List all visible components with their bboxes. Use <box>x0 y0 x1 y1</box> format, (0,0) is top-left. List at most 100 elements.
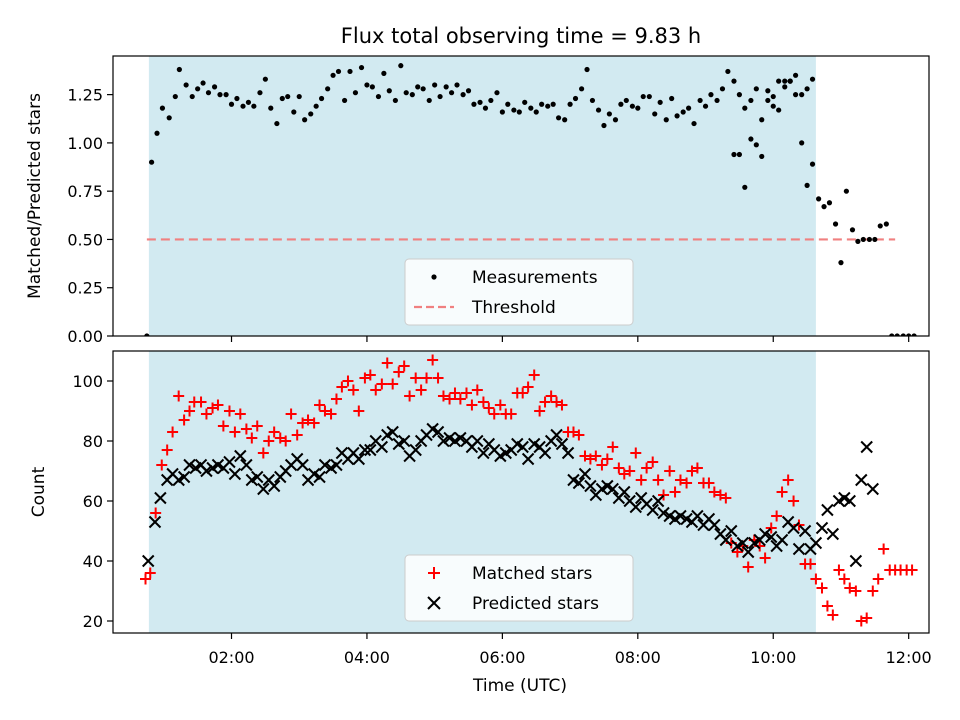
predicted-star-point <box>516 440 529 454</box>
predicted-star-point <box>725 524 738 538</box>
predicted-star-point <box>584 479 597 493</box>
measurement-point <box>900 333 906 336</box>
matched-star-point <box>449 387 461 399</box>
matched-star-point <box>810 573 822 585</box>
measurement-point <box>217 92 223 98</box>
predicted-star-point <box>240 458 253 472</box>
measurement-point <box>792 92 799 98</box>
measurement-point <box>809 76 816 82</box>
matched-star-point <box>691 462 703 474</box>
legend-threshold-label: Threshold <box>471 298 556 318</box>
predicted-star-point <box>792 542 806 556</box>
predicted-star-point <box>860 440 873 454</box>
measurement-point <box>640 93 646 100</box>
measurement-point <box>595 107 602 113</box>
measurement-point <box>234 95 240 102</box>
matched-star-point <box>444 393 456 405</box>
predicted-star-point <box>815 521 829 535</box>
top-y-tick-label: 1.25 <box>67 86 103 105</box>
measurement-point <box>268 105 274 111</box>
matched-star-point <box>703 477 715 489</box>
measurement-point <box>782 78 788 84</box>
measurement-point <box>877 223 883 229</box>
measurement-point <box>742 105 748 111</box>
measurement-point <box>313 103 319 109</box>
matched-star-point <box>708 486 720 498</box>
x-tick-label: 08:00 <box>615 648 661 667</box>
bottom-legend: Matched stars Predicted stars <box>404 554 634 622</box>
matched-star-point <box>387 378 399 390</box>
measurement-point <box>809 161 816 167</box>
measurement-point <box>686 105 692 111</box>
measurement-point <box>635 105 641 111</box>
predicted-star-point <box>267 479 281 493</box>
matched-star-point <box>906 564 918 576</box>
measurement-point <box>240 103 246 109</box>
matched-star-point <box>838 573 850 585</box>
measurement-point <box>195 86 201 92</box>
measurement-point <box>799 92 805 98</box>
measurement-point <box>765 97 771 104</box>
matched-star-point <box>765 522 777 534</box>
predicted-star-point <box>397 434 411 448</box>
matched-star-point <box>150 507 162 519</box>
measurement-point <box>691 120 697 127</box>
measurement-point <box>511 107 517 113</box>
matched-star-point <box>782 474 794 486</box>
predicted-star-point <box>550 428 563 442</box>
matched-star-point <box>376 378 388 390</box>
predicted-star-point <box>572 476 586 490</box>
measurement-point <box>448 90 455 96</box>
matched-star-point <box>140 573 152 585</box>
predicted-star-point <box>521 452 535 466</box>
matched-star-point <box>240 423 252 435</box>
measurement-point <box>674 113 680 119</box>
measurement-point <box>386 88 392 94</box>
matched-star-point <box>681 477 693 489</box>
measurement-point <box>403 90 409 96</box>
matched-star-point <box>393 366 405 378</box>
measurement-point <box>172 93 178 100</box>
measurement-point <box>646 93 652 100</box>
matched-star-point <box>658 489 670 501</box>
predicted-star-point <box>313 470 326 484</box>
predicted-star-point <box>787 521 800 535</box>
measurement-point <box>804 182 810 188</box>
bottom-plot-frame <box>112 350 930 634</box>
top-panel: 0.00 0.25 0.50 0.75 1.00 1.25 Matched/Predict… <box>25 55 930 346</box>
matched-star-point <box>522 381 534 393</box>
measurement-point <box>477 99 483 105</box>
measurement-point <box>325 86 331 92</box>
measurement-point <box>352 90 359 96</box>
predicted-star-point <box>855 473 868 487</box>
predicted-star-point <box>843 494 856 508</box>
matched-star-point <box>161 444 173 456</box>
measurement-point <box>680 109 686 115</box>
legend-matched-label: Matched stars <box>472 564 592 584</box>
measurement-point <box>826 200 833 206</box>
predicted-star-point <box>364 443 377 457</box>
matched-star-point <box>336 381 348 393</box>
predicted-star-point <box>736 536 749 550</box>
measurement-point <box>748 97 754 104</box>
bottom-panel: 20 40 60 80 100 02:00 04:00 06:00 08:00 10:00 12:0… <box>29 350 932 696</box>
matched-star-point <box>483 402 495 414</box>
measurement-point <box>358 64 365 71</box>
matched-star-point <box>223 405 235 417</box>
legend-measurements-marker <box>431 274 437 280</box>
measurement-point <box>505 101 511 107</box>
matched-star-point <box>234 408 246 420</box>
measurement-point <box>420 86 426 92</box>
matched-star-point <box>325 408 337 420</box>
measurement-point <box>669 95 675 102</box>
predicted-star-point <box>719 533 733 547</box>
predicted-star-point <box>454 431 467 445</box>
top-y-tick-label: 0.25 <box>67 279 103 298</box>
predicted-star-point <box>809 536 823 550</box>
matched-star-point <box>353 405 365 417</box>
predicted-star-point <box>437 434 450 448</box>
predicted-star-point <box>234 449 247 463</box>
measurement-point <box>708 92 714 98</box>
measurement-point <box>753 86 759 92</box>
matched-star-point <box>347 384 359 396</box>
